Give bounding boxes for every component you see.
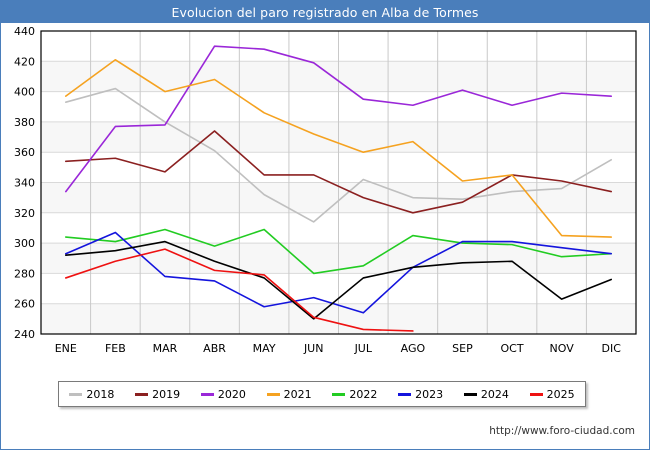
series-line-2018: [64, 87, 613, 223]
series-line-2020: [64, 45, 613, 193]
x-axis-tick-label: MAR: [153, 342, 178, 355]
legend-item-2021[interactable]: 2021: [266, 387, 312, 401]
x-axis-tick-label: MAY: [253, 342, 276, 355]
legend-label-2021: 2021: [283, 387, 312, 401]
source-url: http://www.foro-ciudad.com: [489, 425, 635, 437]
legend-swatch-2021: [266, 392, 280, 396]
chart-plot-area: 240 260 280 300 320 340 360 380 400 420 440 ENE FEB M…: [1, 23, 649, 363]
y-axis-tick-label: 440: [14, 25, 35, 38]
legend-swatch-2024: [463, 392, 477, 396]
x-axis-tick-label: AGO: [401, 342, 426, 355]
y-axis-tick-label: 320: [14, 207, 35, 220]
window-title-bar: Evolucion del paro registrado en Alba de…: [1, 1, 649, 23]
legend-item-2020[interactable]: 2020: [200, 387, 246, 401]
line-chart: 240 260 280 300 320 340 360 380 400 420 440 ENE FEB M…: [14, 25, 637, 355]
legend-swatch-2018: [69, 392, 83, 396]
legend-swatch-2023: [398, 392, 412, 396]
series-line-2019: [64, 130, 613, 214]
y-axis-tick-label: 240: [14, 328, 35, 341]
legend-item-2018[interactable]: 2018: [69, 388, 114, 401]
legend-label-2023: 2023: [415, 387, 444, 401]
legend-item-2023[interactable]: 2023: [398, 388, 443, 401]
legend-label-2022: 2022: [349, 387, 378, 401]
y-axis-tick-label: 420: [14, 55, 35, 68]
legend-item-2024[interactable]: 2024: [463, 387, 509, 401]
x-axis-tick-label: DIC: [602, 342, 622, 355]
chart-legend: 2018 2019 2020 2021 2022 2023 2024 2025: [58, 381, 586, 407]
legend-swatch-2022: [332, 392, 346, 396]
x-axis-tick-label: JUL: [354, 342, 373, 355]
legend-swatch-2020: [200, 392, 214, 396]
y-axis-tick-label: 360: [14, 146, 35, 159]
x-axis-tick-label: ABR: [203, 342, 226, 355]
plot-border: [40, 30, 637, 335]
series-line-2025: [64, 248, 414, 332]
legend-label-2025: 2025: [546, 387, 575, 401]
x-axis-tick-label: JUN: [303, 342, 324, 355]
legend-label-2018: 2018: [86, 387, 115, 401]
y-axis-tick-label: 400: [14, 86, 35, 99]
legend-swatch-2019: [135, 392, 149, 396]
y-axis-tick-label: 280: [14, 267, 35, 280]
series-line-2021: [64, 58, 613, 238]
legend-label-2019: 2019: [152, 387, 181, 401]
x-axis-tick-label: SEP: [452, 342, 473, 355]
series-line-2023: [64, 231, 613, 314]
y-axis-tick-label: 380: [14, 116, 35, 129]
series-line-2024: [64, 240, 613, 320]
legend-label-2024: 2024: [480, 387, 509, 401]
legend-item-2022[interactable]: 2022: [332, 388, 377, 401]
series-line-2022: [64, 228, 613, 275]
y-axis-tick-label: 300: [14, 237, 35, 250]
x-axis-tick-label: OCT: [501, 342, 524, 355]
x-axis-tick-label: ENE: [55, 342, 77, 355]
legend-label-2020: 2020: [217, 387, 246, 401]
legend-item-2019[interactable]: 2019: [135, 388, 180, 401]
x-axis-tick-label: FEB: [105, 342, 126, 355]
legend-swatch-2025: [529, 392, 543, 396]
y-axis-tick-label: 340: [14, 177, 35, 190]
y-axis-tick-label: 260: [14, 298, 35, 311]
page-title: Evolucion del paro registrado en Alba de…: [171, 4, 479, 20]
legend-item-2025[interactable]: 2025: [529, 387, 575, 401]
x-axis-tick-label: NOV: [550, 342, 575, 355]
